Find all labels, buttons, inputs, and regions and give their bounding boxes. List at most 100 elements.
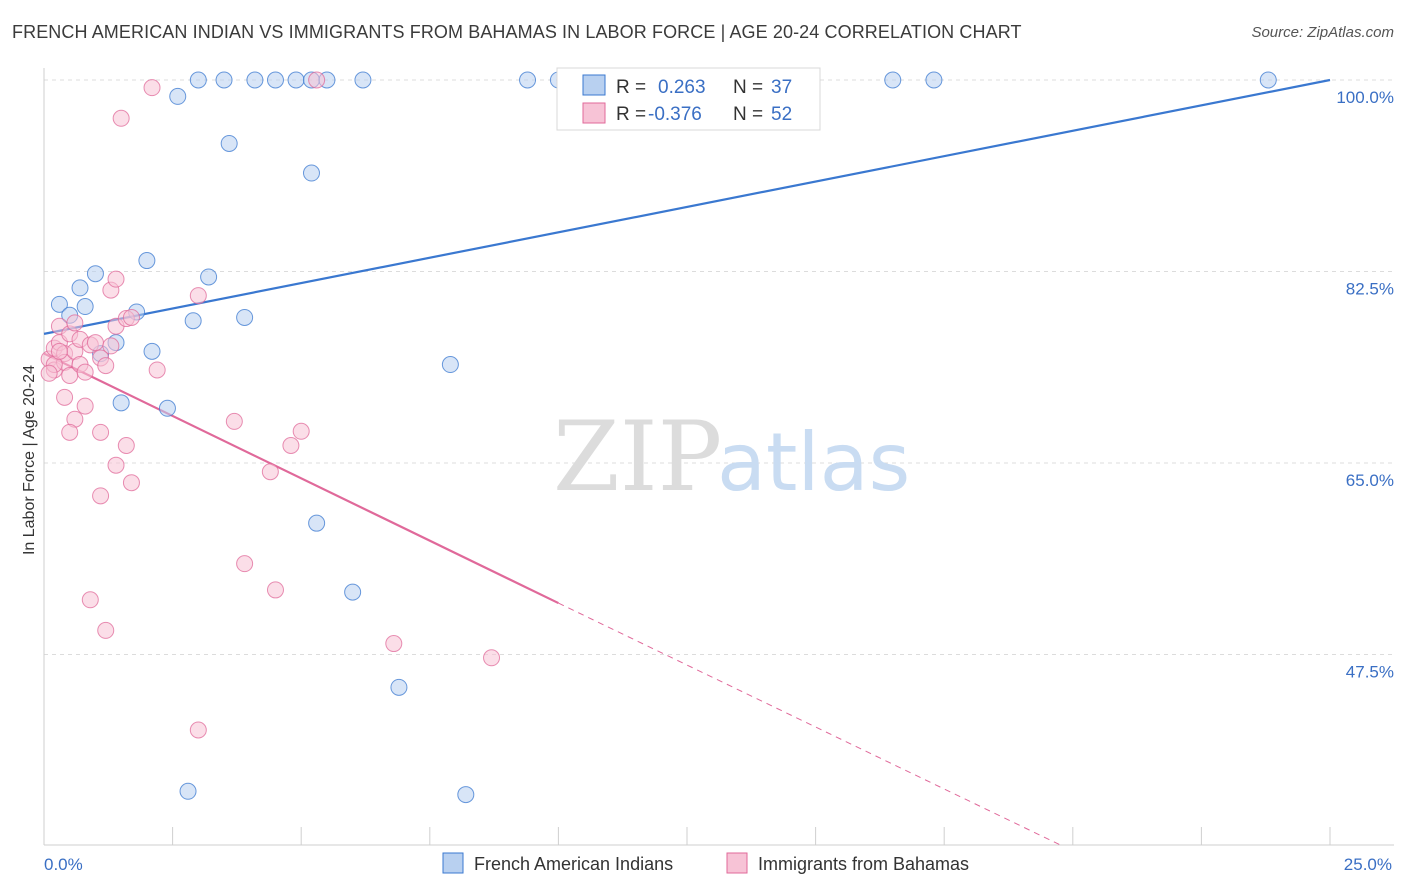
point-immigrants-bahamas — [50, 342, 68, 360]
point-french-american-indians — [158, 399, 176, 417]
point-immigrants-bahamas — [97, 357, 115, 375]
point-french-american-indians — [112, 394, 130, 412]
watermark-zip: ZIP — [553, 401, 722, 513]
point-immigrants-bahamas — [148, 361, 166, 379]
legend-swatch-pink — [582, 102, 606, 124]
point-french-american-indians — [287, 71, 305, 89]
series-legend-swatch-pink — [726, 852, 748, 874]
trend-line-pink — [43, 352, 559, 605]
series-legend-label-blue: French American Indians — [474, 854, 673, 874]
point-french-american-indians — [441, 356, 459, 374]
point-immigrants-bahamas — [282, 436, 300, 454]
y-tick-label: 82.5% — [1346, 280, 1394, 299]
legend-swatch-blue — [582, 74, 606, 96]
point-immigrants-bahamas — [225, 412, 243, 430]
legend-n-label-1: N = — [733, 77, 763, 98]
point-immigrants-bahamas — [81, 591, 99, 609]
legend-r-value-2: -0.376 — [648, 104, 702, 125]
chart-title: FRENCH AMERICAN INDIAN VS IMMIGRANTS FRO… — [12, 22, 1022, 42]
point-immigrants-bahamas — [308, 71, 326, 89]
legend-r-label-2: R = — [616, 104, 646, 125]
point-immigrants-bahamas — [236, 555, 254, 573]
point-immigrants-bahamas — [66, 314, 84, 332]
point-french-american-indians — [519, 71, 537, 89]
series-legend-label-pink: Immigrants from Bahamas — [758, 854, 969, 874]
y-tick-label: 65.0% — [1346, 471, 1394, 490]
point-immigrants-bahamas — [76, 397, 94, 415]
point-immigrants-bahamas — [112, 109, 130, 127]
source-label: Source: ZipAtlas.com — [1251, 24, 1394, 41]
point-immigrants-bahamas — [122, 474, 140, 492]
point-french-american-indians — [169, 87, 187, 105]
point-immigrants-bahamas — [107, 270, 125, 288]
x-tick-labels: 0.0% 25.0% — [44, 855, 1392, 874]
point-french-american-indians — [354, 71, 372, 89]
series-legend: French American Indians Immigrants from … — [442, 852, 969, 874]
legend-n-label-2: N = — [733, 104, 763, 125]
watermark: ZIP atlas — [553, 401, 910, 513]
point-immigrants-bahamas — [107, 456, 125, 474]
point-immigrants-bahamas — [40, 364, 58, 382]
point-french-american-indians — [200, 268, 218, 286]
point-immigrants-bahamas — [117, 436, 135, 454]
point-immigrants-bahamas — [122, 308, 140, 326]
trend-line-blue — [43, 78, 1331, 335]
point-immigrants-bahamas — [97, 621, 115, 639]
point-immigrants-bahamas — [61, 423, 79, 441]
point-french-american-indians — [246, 71, 264, 89]
x-tick-label: 25.0% — [1344, 855, 1392, 874]
point-immigrants-bahamas — [92, 487, 110, 505]
trend-line-pink-dashed — [558, 602, 1063, 847]
point-immigrants-bahamas — [86, 334, 104, 352]
legend-r-label-1: R = — [616, 77, 646, 98]
point-immigrants-bahamas — [385, 635, 403, 653]
point-immigrants-bahamas — [266, 581, 284, 599]
point-french-american-indians — [302, 164, 320, 182]
point-immigrants-bahamas — [189, 287, 207, 305]
point-french-american-indians — [138, 252, 156, 270]
point-immigrants-bahamas — [92, 423, 110, 441]
point-french-american-indians — [143, 342, 161, 360]
y-tick-label: 47.5% — [1346, 663, 1394, 682]
point-french-american-indians — [390, 678, 408, 696]
point-immigrants-bahamas — [143, 79, 161, 97]
y-tick-label: 100.0% — [1336, 88, 1394, 107]
y-axis-title: In Labor Force | Age 20-24 — [21, 365, 38, 555]
point-french-american-indians — [189, 71, 207, 89]
point-immigrants-bahamas — [56, 388, 74, 406]
series-legend-swatch-blue — [442, 852, 464, 874]
legend-n-value-2: 52 — [771, 104, 792, 125]
data-points — [40, 71, 1277, 804]
point-french-american-indians — [184, 312, 202, 330]
point-french-american-indians — [884, 71, 902, 89]
point-french-american-indians — [308, 514, 326, 532]
point-immigrants-bahamas — [102, 337, 120, 355]
point-french-american-indians — [179, 782, 197, 800]
point-french-american-indians — [266, 71, 284, 89]
point-french-american-indians — [1259, 71, 1277, 89]
point-french-american-indians — [457, 786, 475, 804]
point-french-american-indians — [76, 298, 94, 316]
point-french-american-indians — [344, 583, 362, 601]
point-french-american-indians — [71, 279, 89, 297]
y-tick-labels: 100.0% 82.5% 65.0% 47.5% — [1336, 88, 1394, 682]
point-immigrants-bahamas — [76, 363, 94, 381]
legend-n-value-1: 37 — [771, 77, 792, 98]
point-immigrants-bahamas — [261, 463, 279, 481]
point-french-american-indians — [236, 308, 254, 326]
point-french-american-indians — [925, 71, 943, 89]
point-immigrants-bahamas — [292, 422, 310, 440]
x-tick-label: 0.0% — [44, 855, 83, 874]
axes — [43, 68, 1394, 846]
point-french-american-indians — [215, 71, 233, 89]
trend-lines — [43, 78, 1331, 847]
point-immigrants-bahamas — [483, 649, 501, 667]
legend-r-value-1: 0.263 — [658, 77, 706, 98]
correlation-legend: R = 0.263 N = 37 R = -0.376 N = 52 — [556, 67, 821, 131]
point-french-american-indians — [220, 134, 238, 152]
point-french-american-indians — [86, 265, 104, 283]
point-immigrants-bahamas — [189, 721, 207, 739]
point-french-american-indians — [50, 295, 68, 313]
watermark-atlas: atlas — [717, 416, 910, 509]
